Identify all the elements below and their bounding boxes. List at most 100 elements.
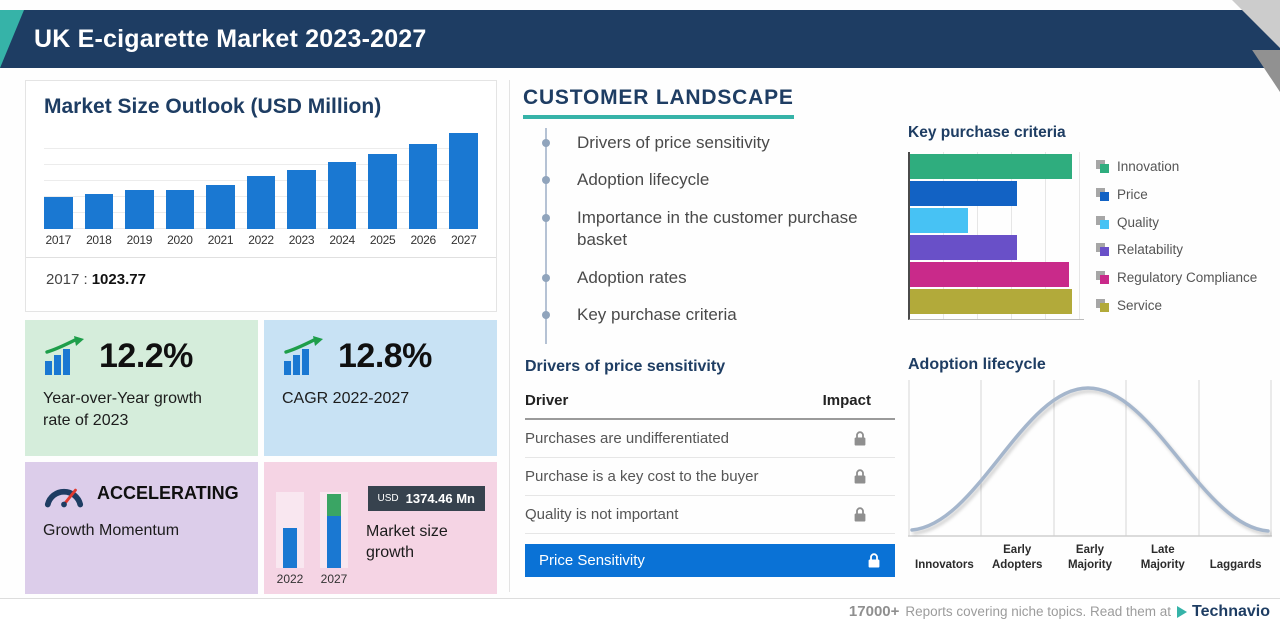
adoption-stage-label: Early Adopters [991, 544, 1043, 571]
legend-marker-icon [1096, 215, 1109, 229]
landscape-list-item: Key purchase criteria [542, 304, 880, 326]
yoy-label: Year-over-Year growth rate of 2023 [43, 390, 202, 429]
mini-bar-2027-green [327, 494, 341, 516]
kpc-legend-item: Relatability [1096, 237, 1257, 262]
base-year-row: 2017 :1023.77 [44, 258, 478, 301]
kpc-bar-innovation [910, 154, 1072, 179]
mini-bar-2027-blue [327, 516, 341, 568]
mini-col-2027: 2027 [320, 492, 348, 586]
mini-band [320, 492, 348, 568]
driver-label: Purchase is a key cost to the buyer [525, 468, 759, 485]
landscape-list-item: Adoption rates [542, 267, 880, 289]
kpc-legend-label: Quality [1117, 214, 1160, 230]
header: UK E-cigarette Market 2023-2027 [0, 0, 1280, 92]
gauge-icon [44, 488, 84, 508]
adoption-stage-axis: Innovators Early Adopters Early Majority La… [908, 540, 1272, 572]
kpc-title: Key purchase criteria [908, 124, 1066, 141]
corner-decoration-dark-icon [1252, 50, 1280, 92]
kpc-bar-relatability [910, 235, 1017, 260]
market-size-bar-2021 [206, 184, 235, 229]
price-sensitivity-label: Price Sensitivity [539, 552, 645, 569]
yoy-value: 12.2% [99, 336, 193, 375]
size-growth-label: Market size growth [366, 523, 448, 561]
price-sensitivity-bar: Price Sensitivity [525, 544, 895, 577]
kpc-legend-label: Regulatory Compliance [1117, 270, 1258, 286]
adoption-stage-label: Innovators [915, 558, 974, 571]
dps-table-rows: Purchases are undifferentiated Purchase i… [525, 420, 895, 534]
landscape-list-item: Importance in the customer purchase bask… [542, 207, 880, 252]
kpc-legend-item: Quality [1096, 210, 1257, 235]
growth-momentum-card: ACCELERATING Growth Momentum [25, 462, 258, 594]
landscape-topic-list: Drivers of price sensitivity Adoption lif… [542, 128, 880, 344]
usd-amount-badge: USD 1374.46 Mn [367, 486, 485, 511]
market-size-title: Market Size Outlook (USD Million) [44, 95, 382, 118]
corner-decoration-light-icon [1232, 0, 1280, 48]
momentum-label: Growth Momentum [43, 522, 180, 539]
market-size-year-2025: 2025 [369, 233, 396, 247]
mini-band [276, 492, 304, 568]
dps-table-header: Driver Impact [525, 392, 895, 420]
legend-marker-icon [1096, 243, 1109, 257]
legend-marker-icon [1096, 271, 1109, 285]
kpc-legend-item: Price [1096, 182, 1257, 207]
adoption-stage-label: Early Majority [1067, 544, 1113, 571]
driver-label: Quality is not important [525, 506, 679, 523]
panel-divider [509, 80, 510, 592]
logo-triangle-icon [1177, 605, 1188, 618]
customer-landscape-title: CUSTOMER LANDSCAPE [523, 86, 794, 119]
lock-icon [853, 468, 867, 485]
legend-marker-color [1100, 219, 1109, 229]
teal-accent-triangle-icon [0, 10, 24, 68]
market-size-year-2018: 2018 [86, 233, 112, 247]
kpc-bar-regulatory-compliance [910, 262, 1069, 287]
adoption-stage-label: Late Majority [1140, 544, 1185, 571]
base-year-value: 1023.77 [91, 271, 146, 288]
mini-col-2022: 2022 [276, 492, 304, 586]
driver-row: Quality is not important [525, 496, 895, 534]
legend-marker-color [1100, 275, 1109, 285]
driver-label: Purchases are undifferentiated [525, 430, 730, 447]
market-size-year-2017: 2017 [45, 233, 72, 247]
legend-marker-color [1100, 164, 1109, 173]
driver-row: Purchase is a key cost to the buyer [525, 458, 895, 496]
kpc-legend-label: Innovation [1117, 159, 1180, 174]
kpc-bar-chart [908, 152, 1084, 320]
landscape-list-item: Drivers of price sensitivity [542, 132, 880, 154]
market-size-bar-2024 [327, 162, 357, 229]
legend-marker-color [1100, 191, 1109, 201]
lock-icon [853, 506, 867, 523]
kpc-legend-item: Service [1096, 293, 1257, 318]
dps-title: Drivers of price sensitivity [525, 358, 726, 375]
amount-value: 1374.46 Mn [405, 491, 475, 506]
kpc-legend: Innovation Price Quality Relatability Regula… [1096, 152, 1257, 320]
yoy-growth-card: 12.2% Year-over-Year growth rate of 2023 [25, 320, 258, 456]
adoption-lifecycle-block: Adoption lifecycle Innovators Early Adopt… [908, 356, 1272, 572]
legend-marker-color [1100, 302, 1109, 312]
market-size-bar-2023 [287, 170, 316, 229]
market-size-bar-2025 [368, 154, 397, 229]
mini-year-start: 2022 [276, 572, 304, 586]
cagr-label: CAGR 2022-2027 [282, 390, 410, 407]
kpc-body: Innovation Price Quality Relatability Regula… [908, 152, 1272, 320]
momentum-value: ACCELERATING [97, 482, 239, 503]
market-size-bar-chart [44, 133, 479, 229]
market-size-bar-2022 [246, 176, 276, 229]
market-size-growth-card: 2022 2027 USD 1374.46 Mn Market size gro… [264, 462, 497, 594]
size-growth-mini-chart: 2022 2027 [276, 492, 348, 586]
bell-curve-icon [908, 380, 1272, 537]
legend-marker-icon [1096, 187, 1109, 201]
bar-growth-icon [284, 336, 323, 375]
adoption-stage-label: Laggards [1209, 558, 1262, 571]
adoption-curve-chart [908, 380, 1272, 538]
market-size-year-2027: 2027 [450, 233, 477, 247]
footer-text: Reports covering niche topics. Read them… [905, 604, 1172, 619]
lock-icon [853, 430, 867, 447]
technavio-logo[interactable]: Technavio [1177, 603, 1270, 621]
market-size-bar-2027 [449, 133, 479, 229]
card-divider [26, 257, 496, 258]
market-size-year-2026: 2026 [410, 233, 436, 247]
base-year-label: 2017 : [46, 271, 88, 288]
legend-marker-color [1100, 247, 1109, 257]
bar-growth-icon [45, 336, 84, 375]
